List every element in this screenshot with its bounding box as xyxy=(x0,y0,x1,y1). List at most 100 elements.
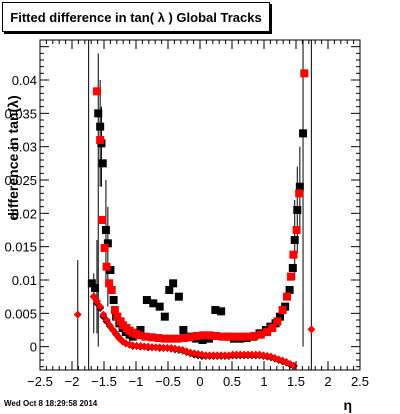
y-tick-label: 0.005 xyxy=(4,306,37,321)
x-tick-label: −2 xyxy=(65,374,80,389)
y-tick-label: 0.01 xyxy=(12,273,37,288)
data-point-square xyxy=(109,296,118,304)
data-point-square xyxy=(110,306,119,314)
y-tick-label: 0.015 xyxy=(4,240,37,255)
data-point-square xyxy=(148,333,156,342)
data-point-square xyxy=(94,109,103,118)
data-point-square xyxy=(149,299,158,308)
y-tick-label: 0 xyxy=(30,340,37,355)
data-point-square xyxy=(299,129,308,138)
data-point-square xyxy=(155,302,164,311)
data-point-square xyxy=(199,331,208,340)
data-point-square xyxy=(292,226,301,234)
x-tick-label: 1 xyxy=(260,374,267,389)
data-point-square xyxy=(136,326,145,334)
data-point-square xyxy=(186,333,195,342)
y-tick-label: 0.04 xyxy=(12,73,37,88)
data-point-square xyxy=(250,332,259,340)
data-point-square xyxy=(96,122,105,131)
x-tick-label: −1.5 xyxy=(91,374,117,389)
data-point-square xyxy=(173,334,182,343)
data-point-square xyxy=(92,87,101,96)
data-point-square xyxy=(167,334,176,343)
data-point-square xyxy=(218,332,227,341)
data-point-square xyxy=(224,332,233,341)
data-point-square xyxy=(231,332,240,341)
data-point-square xyxy=(300,69,309,78)
data-point-square xyxy=(273,317,282,326)
x-tick-label: 2.5 xyxy=(351,374,369,389)
data-point-square xyxy=(160,312,169,321)
data-point-square xyxy=(244,332,252,341)
data-point-square xyxy=(174,292,183,301)
data-point-square xyxy=(107,286,116,294)
x-tick-label: 2 xyxy=(324,374,331,389)
data-point-square xyxy=(103,239,112,248)
data-point-square xyxy=(105,279,114,288)
data-point-square xyxy=(211,306,220,314)
data-point-square xyxy=(98,216,107,224)
data-point-square xyxy=(212,332,220,340)
y-tick-label: 0.035 xyxy=(4,106,37,121)
data-point-square xyxy=(295,182,304,191)
data-point-square xyxy=(179,326,188,334)
data-point-square xyxy=(91,284,100,292)
data-point-square xyxy=(102,262,111,271)
data-point-square xyxy=(283,292,292,301)
x-tick-label: 0 xyxy=(196,374,203,389)
data-point-square xyxy=(180,334,188,342)
x-axis-title: η xyxy=(343,397,352,413)
data-point-square xyxy=(263,328,272,336)
data-point-square xyxy=(268,324,277,332)
x-tick-label: 1.5 xyxy=(287,374,305,389)
x-tick-label: −2.5 xyxy=(27,374,53,389)
chart-title: Fitted difference in tan( λ ) Global Tra… xyxy=(2,2,270,32)
data-point-diamond xyxy=(92,297,101,306)
data-point-square xyxy=(165,286,174,294)
data-point-diamond xyxy=(73,310,82,319)
y-axis-ticks: 0 0.005 0.01 0.015 0.02 0.025 0.03 0.035 0.04 xyxy=(4,46,360,368)
data-point-square xyxy=(256,330,265,339)
data-point-square xyxy=(205,331,214,340)
data-point-square xyxy=(87,279,96,288)
data-point-diamond xyxy=(102,316,111,324)
data-point-square xyxy=(293,206,302,214)
data-point-square xyxy=(113,312,122,321)
data-point-square xyxy=(198,336,207,344)
data-point-diamond xyxy=(96,302,105,311)
y-axis-title: difference in tan(λ) xyxy=(5,95,21,220)
data-point-square xyxy=(98,159,107,168)
y-tick-label: 0.03 xyxy=(12,140,37,155)
y-tick-label: 0.02 xyxy=(12,206,37,221)
data-point-square xyxy=(278,306,287,314)
x-tick-label: −0.5 xyxy=(155,374,181,389)
data-point-square xyxy=(96,136,105,144)
data-point-square xyxy=(135,331,144,340)
data-point-square xyxy=(154,334,163,342)
x-tick-label: −1 xyxy=(129,374,144,389)
data-point-square xyxy=(276,312,284,321)
data-point-square xyxy=(141,332,150,341)
data-point-diamond xyxy=(307,325,316,334)
data-point-square xyxy=(169,279,178,288)
data-point-square xyxy=(285,286,294,294)
data-point-square xyxy=(192,332,201,340)
data-point-square xyxy=(289,250,298,259)
data-point-diamond xyxy=(99,310,108,319)
timestamp: Wed Oct 8 18:29:58 2014 xyxy=(4,399,98,408)
data-point-square xyxy=(101,226,110,234)
data-point-square xyxy=(286,272,295,281)
data-point-square xyxy=(100,244,109,252)
data-point-square xyxy=(290,236,299,244)
data-point-square xyxy=(295,189,304,198)
data-point-square xyxy=(288,264,297,272)
plot-frame xyxy=(39,39,361,371)
x-tick-label: 0.5 xyxy=(223,374,241,389)
x-axis-ticks: −2.5 −2 −1.5 −1 −0.5 0 0.5 1 1.5 2 2.5 xyxy=(27,40,369,389)
data-point-square xyxy=(160,334,169,343)
data-point-square xyxy=(217,307,226,316)
y-tick-label: 0.025 xyxy=(4,173,37,188)
data-point-square xyxy=(142,296,151,304)
data-point-square xyxy=(237,332,246,341)
